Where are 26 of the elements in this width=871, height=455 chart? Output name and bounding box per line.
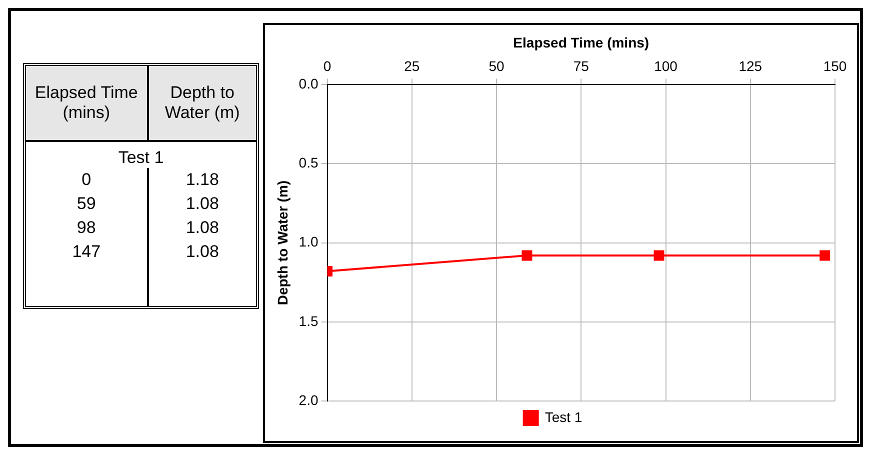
text: 1.08 — [186, 194, 219, 213]
y-tick-label: 1.0 — [298, 234, 318, 250]
x-tick-label: 125 — [738, 58, 762, 74]
x-axis-title: Elapsed Time (mins) — [513, 34, 650, 50]
x-tick-label: 0 — [323, 58, 332, 74]
y-tick-label: 0.5 — [298, 154, 318, 171]
text: 59 — [76, 194, 96, 213]
y-tick-label: 0.0 — [298, 75, 318, 92]
category-label: Elapsed Time (mins) — [26, 66, 148, 141]
y-tick-label: 1.5 — [298, 312, 318, 329]
x-tick-label: 25 — [404, 58, 420, 74]
text: 0 — [82, 170, 92, 189]
x-tick-label: 150 — [823, 58, 847, 74]
x-tick-label: 75 — [573, 58, 590, 74]
text: 147 — [72, 242, 101, 261]
x-tick-label: 100 — [654, 58, 678, 74]
legend-label: Test 1 — [544, 408, 582, 425]
text: Test 1 — [117, 147, 165, 168]
y-axis-title: Depth to Water (m) — [274, 180, 290, 306]
x-tick-label: 50 — [488, 58, 505, 74]
text: 98 — [76, 218, 96, 237]
y-tick-label: 2.0 — [298, 392, 318, 408]
text: 1.08 — [186, 242, 219, 261]
category-label: Depth to Water (m) — [148, 66, 256, 141]
text: 1.08 — [186, 218, 219, 237]
text: 1.18 — [186, 170, 219, 189]
